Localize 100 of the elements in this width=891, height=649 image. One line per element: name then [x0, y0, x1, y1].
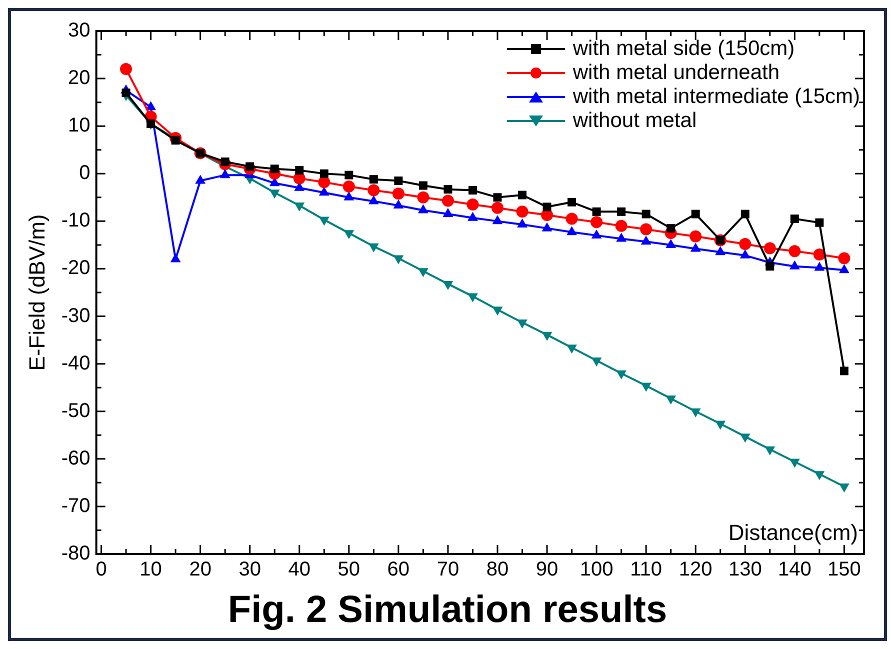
point	[542, 332, 552, 341]
point	[342, 180, 355, 192]
point	[368, 243, 379, 252]
y-tick-label: -80	[61, 542, 90, 565]
x-tick-label: 20	[189, 558, 212, 581]
point	[814, 471, 825, 480]
x-tick-label: 120	[678, 558, 712, 581]
y-tick-label: -20	[61, 257, 90, 280]
point	[344, 170, 354, 180]
point	[764, 242, 776, 254]
x-tick-label: 40	[288, 558, 310, 581]
point	[740, 210, 750, 218]
point	[715, 420, 726, 430]
point	[442, 194, 454, 207]
x-tick-label: 80	[486, 558, 509, 581]
point	[344, 230, 354, 240]
point	[444, 185, 452, 194]
x-tick-label: 110	[630, 558, 662, 581]
x-tick-label: 140	[778, 558, 812, 581]
y-tick-label: -60	[61, 447, 90, 470]
point	[542, 202, 552, 212]
point	[640, 382, 652, 392]
legend-label: without metal	[572, 109, 697, 133]
x-tick-label: 150	[828, 558, 861, 581]
point	[492, 306, 503, 316]
point	[838, 483, 850, 492]
x-tick-label: 100	[580, 558, 614, 581]
y-tick-label: -70	[61, 494, 90, 517]
point	[491, 202, 504, 214]
point	[517, 319, 528, 328]
x-tick-label: 30	[238, 558, 261, 581]
point	[764, 446, 776, 456]
x-tick-label: 130	[728, 558, 762, 581]
y-tick-label: 20	[68, 67, 90, 90]
y-axis-title: E-Field (dBV/m)	[24, 214, 50, 371]
point	[393, 255, 404, 264]
point	[146, 101, 156, 110]
point	[442, 280, 454, 290]
y-tick-label: 30	[68, 20, 90, 42]
legend-label: with metal intermediate (15cm)	[572, 85, 860, 109]
point	[616, 370, 627, 380]
x-tick-label: 50	[338, 558, 360, 581]
y-tick-label: -50	[61, 400, 90, 422]
legend-label: with metal underneath	[572, 61, 780, 85]
point	[740, 434, 750, 443]
point	[666, 224, 676, 233]
point	[466, 198, 479, 211]
point	[320, 169, 328, 178]
point	[590, 216, 603, 228]
x-tick-label: 70	[436, 558, 460, 581]
point	[418, 181, 428, 190]
point	[518, 190, 526, 200]
point	[369, 175, 378, 184]
point	[690, 230, 702, 242]
point	[789, 458, 800, 468]
point	[566, 212, 578, 225]
y-tick-label: 10	[68, 114, 90, 137]
point	[592, 207, 601, 216]
point	[666, 396, 676, 405]
point	[690, 408, 701, 418]
x-tick-label: 10	[140, 558, 162, 581]
point	[468, 293, 478, 302]
y-tick-label: -40	[61, 352, 90, 374]
point	[815, 218, 824, 227]
point	[838, 252, 850, 264]
point	[368, 184, 380, 196]
point	[615, 220, 628, 232]
y-tick-label: 0	[79, 162, 90, 184]
x-tick-label: 90	[536, 558, 558, 581]
point	[517, 218, 528, 228]
point	[790, 214, 799, 224]
point	[294, 202, 305, 212]
point	[270, 164, 279, 174]
point	[120, 63, 132, 76]
text: Fig. 2 Simulation results	[226, 588, 668, 633]
point	[691, 210, 700, 218]
x-tick-label: 0	[96, 558, 107, 581]
point	[220, 169, 230, 178]
point	[766, 262, 774, 271]
point	[813, 248, 826, 260]
point	[122, 88, 130, 98]
point	[566, 344, 577, 354]
point	[195, 174, 206, 184]
point	[468, 186, 477, 195]
point	[617, 207, 626, 216]
point	[568, 198, 576, 206]
point	[318, 216, 330, 226]
point	[640, 223, 652, 236]
point	[516, 206, 528, 218]
x-tick-label: 60	[387, 558, 410, 581]
y-tick-label: -10	[61, 210, 90, 232]
point	[493, 193, 502, 202]
point	[418, 268, 428, 278]
point	[442, 208, 454, 218]
point	[739, 238, 752, 250]
point	[642, 210, 650, 218]
point	[392, 188, 404, 200]
point	[368, 195, 379, 204]
y-tick-label: -30	[61, 304, 90, 327]
point	[591, 357, 602, 366]
